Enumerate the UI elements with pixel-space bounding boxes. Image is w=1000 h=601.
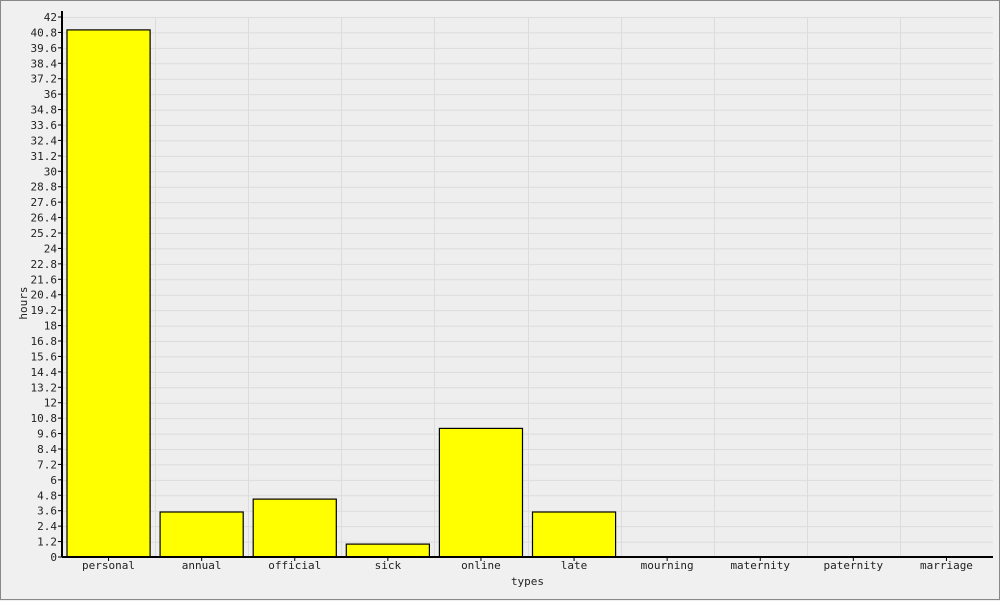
y-tick-label: 13.2 <box>31 381 58 394</box>
grid-lines <box>62 17 993 558</box>
bar-personal <box>66 29 151 558</box>
y-tick-label: 1.2 <box>37 536 57 549</box>
x-tick-label: marriage <box>920 559 973 572</box>
bar-annual <box>159 511 244 558</box>
y-tick-label: 7.2 <box>37 458 57 471</box>
y-tick-label: 42 <box>44 11 57 24</box>
y-tick-label: 18 <box>44 320 57 333</box>
y-tick-label: 21.6 <box>31 273 58 286</box>
bar-online <box>438 427 524 558</box>
y-tick-label: 25.2 <box>31 227 58 240</box>
y-tick-label: 16.8 <box>31 335 58 348</box>
y-tick-label: 40.8 <box>31 26 58 39</box>
y-tick-label: 36 <box>44 88 57 101</box>
y-axis-ticks: 0 1.2 2.4 3.6 4.8 6 7.2 8.4 9.6 10.8 12 13.2 14.4 15.… <box>31 11 62 564</box>
y-tick-label: 14.4 <box>31 366 58 379</box>
x-tick-label: annual <box>182 559 222 572</box>
x-tick-label: sick <box>375 559 402 572</box>
y-tick-label: 33.6 <box>31 119 58 132</box>
y-tick-label: 15.6 <box>31 350 58 363</box>
y-tick-label: 28.8 <box>31 181 58 194</box>
y-tick-label: 38.4 <box>31 57 58 70</box>
plot-area <box>62 17 993 557</box>
y-tick-label: 10.8 <box>31 412 58 425</box>
y-tick-label: 3.6 <box>37 505 57 518</box>
x-tick-label: late <box>561 559 588 572</box>
x-axis-ticks: personal annual official sick online late mour… <box>82 557 973 572</box>
y-tick-label: 34.8 <box>31 104 58 117</box>
y-tick-label: 6 <box>50 474 57 487</box>
y-tick-label: 8.4 <box>37 443 57 456</box>
x-tick-label: official <box>268 559 321 572</box>
y-tick-label: 0 <box>50 551 57 564</box>
y-tick-label: 22.8 <box>31 258 58 271</box>
y-tick-label: 20.4 <box>31 289 58 302</box>
axes <box>61 11 993 558</box>
x-tick-label: mourning <box>641 559 694 572</box>
x-tick-label: personal <box>82 559 135 572</box>
y-tick-label: 27.6 <box>31 196 58 209</box>
bars <box>66 29 988 558</box>
y-tick-label: 12 <box>44 397 57 410</box>
y-tick-label: 26.4 <box>31 212 58 225</box>
y-tick-label: 4.8 <box>37 489 57 502</box>
bar-late <box>531 511 617 558</box>
y-tick-label: 2.4 <box>37 520 57 533</box>
x-tick-label: maternity <box>730 559 790 572</box>
y-tick-label: 24 <box>44 242 58 255</box>
y-tick-label: 19.2 <box>31 304 58 317</box>
y-tick-label: 32.4 <box>31 134 58 147</box>
bar-sick <box>345 543 430 558</box>
y-tick-label: 37.2 <box>31 73 58 86</box>
bar-official <box>252 498 337 558</box>
y-tick-label: 9.6 <box>37 428 57 441</box>
y-tick-label: 31.2 <box>31 150 58 163</box>
y-tick-label: 39.6 <box>31 42 58 55</box>
x-tick-label: paternity <box>824 559 884 572</box>
y-axis-title: hours <box>17 286 30 319</box>
x-axis-title: types <box>511 575 544 588</box>
y-tick-label: 30 <box>44 165 57 178</box>
x-tick-label: online <box>461 559 501 572</box>
